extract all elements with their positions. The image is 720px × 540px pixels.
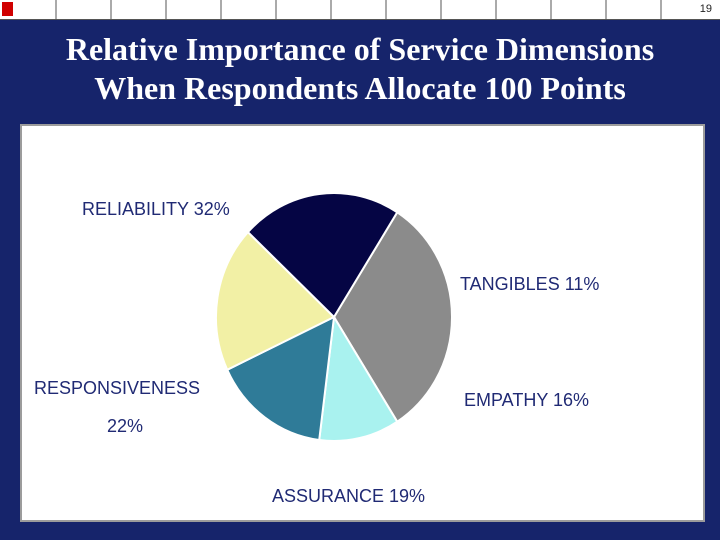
label-empathy: EMPATHY 16%	[464, 390, 589, 410]
pie-slice-responsiveness	[246, 192, 399, 319]
pie-slice-assurance	[215, 230, 336, 372]
red-slide-marker	[2, 2, 13, 16]
slide-top-strip: 19	[0, 0, 720, 20]
label-reliability: RELIABILITY 32%	[82, 199, 230, 219]
pie-slice-reliability	[332, 210, 453, 424]
pie-slice-tangibles	[318, 313, 399, 442]
label-responsiveness-value: 22%	[107, 416, 143, 436]
page-title-line-2: When Respondents Allocate 100 Points	[94, 70, 626, 106]
page-title-line-1: Relative Importance of Service Dimension…	[65, 31, 655, 67]
label-tangibles: TANGIBLES 11%	[460, 274, 599, 294]
chart-panel: RELIABILITY 32% TANGIBLES 11% EMPATHY 16…	[20, 124, 705, 522]
header-grid	[0, 0, 720, 20]
page-title: Relative Importance of Service Dimension…	[0, 30, 720, 108]
pie-slice-empathy	[225, 315, 336, 442]
pie-chart: RELIABILITY 32% TANGIBLES 11% EMPATHY 16…	[34, 192, 599, 506]
label-responsiveness-name: RESPONSIVENESS	[34, 378, 200, 398]
label-assurance: ASSURANCE 19%	[272, 486, 425, 506]
page-number: 19	[699, 3, 712, 15]
pie-slices	[215, 192, 453, 442]
